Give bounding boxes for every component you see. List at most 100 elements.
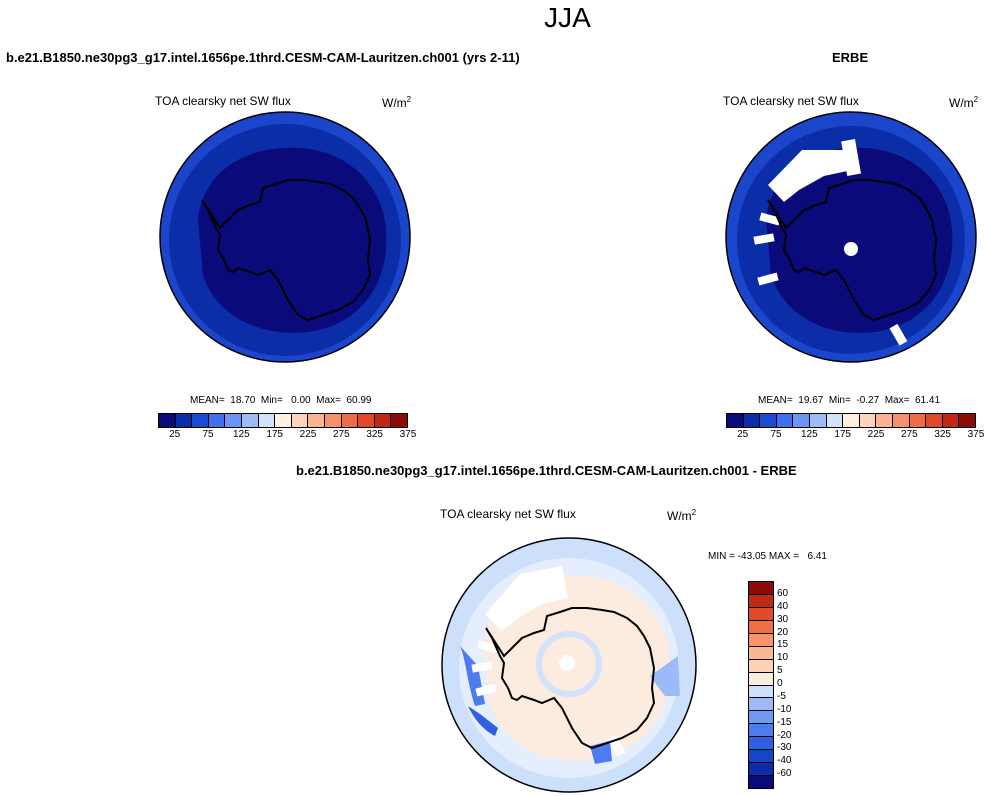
colorbar-swatch xyxy=(275,414,292,427)
colorbar-tick-label: -10 xyxy=(777,703,792,715)
colorbar-swatch xyxy=(892,414,910,427)
diff-panel-units: W/m2 xyxy=(667,508,697,523)
colorbar-tick-label: 325 xyxy=(934,429,951,440)
model-panel-title: b.e21.B1850.ne30pg3_g17.intel.1656pe.1th… xyxy=(6,50,520,65)
colorbar-swatch xyxy=(159,414,176,427)
colorbar-tick-label: 375 xyxy=(399,429,417,440)
colorbar-tick-label: 60 xyxy=(777,587,789,599)
colorbar-swatch xyxy=(749,685,773,699)
colorbar-tick-label: 30 xyxy=(777,613,789,625)
colorbar-swatch xyxy=(192,414,209,427)
colorbar-tick-label: 275 xyxy=(332,429,350,440)
colorbar-swatch xyxy=(341,414,359,427)
colorbar-swatch xyxy=(909,414,927,427)
colorbar-swatch xyxy=(749,724,773,738)
colorbar-swatch xyxy=(258,414,276,427)
colorbar-tick-label: 225 xyxy=(299,429,317,440)
obs-colorbar: 25 75 125 175 225 275 325 375 xyxy=(726,413,984,440)
colorbar-tick-label: 0 xyxy=(777,678,783,689)
colorbar-swatch xyxy=(843,414,860,427)
colorbar-swatch xyxy=(859,414,877,427)
colorbar-swatch xyxy=(749,698,773,712)
colorbar-swatch xyxy=(760,414,777,427)
colorbar-tick-label: -40 xyxy=(777,755,792,767)
diff-panel-subtitle: TOA clearsky net SW flux xyxy=(440,507,576,521)
obs-panel-title: ERBE xyxy=(832,50,869,65)
antarctica-coastline xyxy=(201,179,372,322)
colorbar-swatch xyxy=(776,414,794,427)
colorbar-tick-label: 225 xyxy=(867,429,885,440)
colorbar-swatch xyxy=(749,659,773,673)
colorbar-swatch xyxy=(749,646,773,660)
antarctica-coastline xyxy=(485,607,656,750)
diff-polar-map xyxy=(441,537,697,793)
colorbar-tick-label: -60 xyxy=(777,768,792,780)
colorbar-swatch xyxy=(241,414,259,427)
obs-panel-units: W/m2 xyxy=(949,95,979,110)
colorbar-tick-label: 75 xyxy=(202,429,214,440)
colorbar-tick-label: 10 xyxy=(777,652,789,664)
colorbar-swatch xyxy=(727,414,744,427)
colorbar-tick-label: -15 xyxy=(777,716,792,728)
diff-minmax: MIN = -43.05 MAX = 6.41 xyxy=(708,551,827,562)
antarctica-coastline xyxy=(767,179,938,322)
colorbar-tick-label: 125 xyxy=(800,429,818,440)
model-colorbar: 25 75 125 175 225 275 325 375 xyxy=(158,413,416,440)
obs-stats: MEAN= 19.67 Min= -0.27 Max= 61.41 xyxy=(758,395,941,406)
model-panel-units: W/m2 xyxy=(382,95,412,110)
colorbar-swatch xyxy=(959,414,975,427)
model-stats: MEAN= 18.70 Min= 0.00 Max= 60.99 xyxy=(190,395,372,406)
colorbar-tick-label: -20 xyxy=(777,729,792,741)
colorbar-swatch xyxy=(291,414,309,427)
colorbar-swatch xyxy=(749,737,773,751)
colorbar-tick-label: 15 xyxy=(777,639,789,651)
colorbar-tick-label: 275 xyxy=(900,429,918,440)
colorbar-tick-label: 175 xyxy=(834,429,851,440)
colorbar-swatch xyxy=(809,414,827,427)
colorbar-tick-label: 5 xyxy=(777,665,783,677)
colorbar-swatch xyxy=(749,607,773,621)
colorbar-tick-label: 25 xyxy=(169,429,181,440)
colorbar-tick-label: 325 xyxy=(366,429,383,440)
colorbar-tick-label: 175 xyxy=(266,429,283,440)
colorbar-swatch xyxy=(749,776,773,788)
colorbar-tick-label: 20 xyxy=(777,626,789,638)
diff-colorbar xyxy=(748,581,774,789)
colorbar-swatch xyxy=(358,414,375,427)
colorbar-swatch xyxy=(749,582,773,595)
colorbar-swatch xyxy=(942,414,960,427)
colorbar-tick-label: 75 xyxy=(770,429,782,440)
colorbar-swatch xyxy=(793,414,810,427)
colorbar-swatch xyxy=(743,414,761,427)
colorbar-swatch xyxy=(391,414,407,427)
colorbar-tick-label: 25 xyxy=(737,429,749,440)
colorbar-swatch xyxy=(208,414,226,427)
colorbar-swatch xyxy=(324,414,342,427)
colorbar-tick-label: -5 xyxy=(777,690,786,702)
colorbar-swatch xyxy=(374,414,392,427)
colorbar-swatch xyxy=(749,763,773,777)
colorbar-swatch xyxy=(876,414,893,427)
colorbar-swatch xyxy=(225,414,242,427)
colorbar-swatch xyxy=(175,414,193,427)
colorbar-swatch xyxy=(749,672,773,686)
diff-panel-title: b.e21.B1850.ne30pg3_g17.intel.1656pe.1th… xyxy=(296,463,797,478)
colorbar-tick-label: 375 xyxy=(967,429,985,440)
colorbar-swatch xyxy=(749,633,773,647)
colorbar-swatch xyxy=(826,414,844,427)
colorbar-tick-label: 125 xyxy=(232,429,250,440)
colorbar-swatch xyxy=(308,414,325,427)
obs-panel-subtitle: TOA clearsky net SW flux xyxy=(723,94,859,108)
colorbar-swatch xyxy=(749,711,773,725)
colorbar-tick-label: -30 xyxy=(777,742,792,754)
season-title: JJA xyxy=(544,2,591,33)
colorbar-swatch xyxy=(749,594,773,608)
colorbar-swatch xyxy=(749,620,773,634)
diff-colorbar-labels: 60 40 30 20 15 10 5 0 -5 -10 -15 -20 -30 -40 -60 xyxy=(777,581,817,787)
obs-polar-map xyxy=(725,111,977,363)
model-polar-map xyxy=(159,111,411,363)
colorbar-swatch xyxy=(749,750,773,764)
model-panel-subtitle: TOA clearsky net SW flux xyxy=(155,94,291,108)
colorbar-swatch xyxy=(926,414,943,427)
colorbar-tick-label: 40 xyxy=(777,600,789,612)
